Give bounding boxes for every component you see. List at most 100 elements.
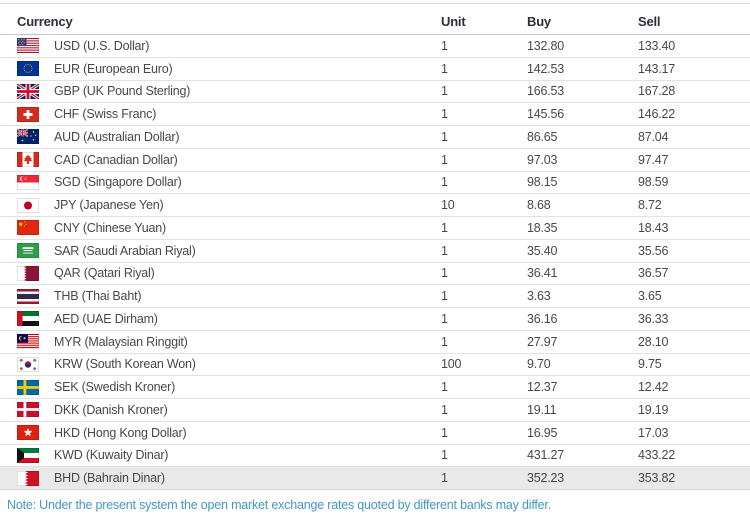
sell-rate-value: 87.04 xyxy=(638,129,669,144)
buy-rate-value: 27.97 xyxy=(527,334,558,349)
unit-value: 1 xyxy=(441,243,448,258)
column-header-buy: Buy xyxy=(527,14,551,29)
sell-rate-value: 353.82 xyxy=(638,471,676,486)
currency-label: THB (Thai Baht) xyxy=(54,289,142,304)
sell-rate-value: 433.22 xyxy=(638,448,676,463)
sell-rate-value: 98.59 xyxy=(638,175,669,190)
unit-value: 1 xyxy=(441,220,448,235)
unit-value: 1 xyxy=(441,448,448,463)
currency-label: SAR (Saudi Arabian Riyal) xyxy=(54,243,196,258)
unit-value: 1 xyxy=(441,425,448,440)
table-row[interactable]: GBP (UK Pound Sterling) 1 166.53 167.28 xyxy=(0,80,750,104)
table-row[interactable]: KRW (South Korean Won) 100 9.70 9.75 xyxy=(0,353,750,377)
sell-rate-value: 36.57 xyxy=(638,266,669,281)
table-row[interactable]: EUR (European Euro) 1 142.53 143.17 xyxy=(0,57,750,81)
column-header-sell: Sell xyxy=(638,14,661,29)
unit-value: 100 xyxy=(441,357,462,372)
table-row[interactable]: AED (UAE Dirham) 1 36.16 36.33 xyxy=(0,308,750,331)
table-row[interactable]: CNY (Chinese Yuan) 1 18.35 18.43 xyxy=(0,217,750,240)
unit-value: 1 xyxy=(441,175,448,190)
unit-value: 1 xyxy=(441,311,448,326)
sell-rate-value: 17.03 xyxy=(638,425,669,440)
rates-table-body: USD (U.S. Dollar) 1 132.80 133.40 EUR (E… xyxy=(0,35,750,490)
my-flag-icon xyxy=(17,334,39,350)
buy-rate-value: 352.23 xyxy=(527,471,565,486)
buy-rate-value: 9.70 xyxy=(527,357,551,372)
table-row[interactable]: BHD (Bahrain Dinar) 1 352.23 353.82 xyxy=(0,467,750,490)
unit-value: 1 xyxy=(441,84,448,99)
buy-rate-value: 431.27 xyxy=(527,448,565,463)
buy-rate-value: 8.68 xyxy=(527,198,551,213)
unit-value: 1 xyxy=(441,471,448,486)
currency-label: AED (UAE Dirham) xyxy=(54,311,158,326)
unit-value: 1 xyxy=(441,129,448,144)
buy-rate-value: 16.95 xyxy=(527,425,558,440)
cn-flag-icon xyxy=(17,220,39,236)
table-row[interactable]: SGD (Singapore Dollar) 1 98.15 98.59 xyxy=(0,171,750,195)
unit-value: 10 xyxy=(441,198,455,213)
table-row[interactable]: DKK (Danish Kroner) 1 19.11 19.19 xyxy=(0,399,750,422)
currency-label: MYR (Malaysian Ringgit) xyxy=(54,334,188,349)
currency-label: KWD (Kuwaity Dinar) xyxy=(54,448,169,463)
currency-label: USD (U.S. Dollar) xyxy=(54,38,150,53)
dk-flag-icon xyxy=(17,402,39,418)
table-row[interactable]: QAR (Qatari Riyal) 1 36.41 36.57 xyxy=(0,262,750,286)
us-flag-icon xyxy=(17,38,39,54)
buy-rate-value: 98.15 xyxy=(527,175,558,190)
ch-flag-icon xyxy=(17,106,39,122)
unit-value: 1 xyxy=(441,38,448,53)
currency-label: SGD (Singapore Dollar) xyxy=(54,175,182,190)
currency-label: GBP (UK Pound Sterling) xyxy=(54,84,191,99)
sell-rate-value: 167.28 xyxy=(638,84,676,99)
currency-label: QAR (Qatari Riyal) xyxy=(54,266,155,281)
unit-value: 1 xyxy=(441,107,448,122)
unit-value: 1 xyxy=(441,61,448,76)
column-header-unit: Unit xyxy=(441,14,466,29)
currency-label: JPY (Japanese Yen) xyxy=(54,198,164,213)
buy-rate-value: 166.53 xyxy=(527,84,565,99)
gb-flag-icon xyxy=(17,83,39,99)
exchange-rates-page: Currency Unit Buy Sell USD (U.S. Dollar)… xyxy=(0,3,750,512)
unit-value: 1 xyxy=(441,380,448,395)
buy-rate-value: 12.37 xyxy=(527,380,558,395)
currency-label: SEK (Swedish Kroner) xyxy=(54,380,176,395)
currency-label: DKK (Danish Kroner) xyxy=(54,402,168,417)
buy-rate-value: 145.56 xyxy=(527,107,565,122)
table-row[interactable]: THB (Thai Baht) 1 3.63 3.65 xyxy=(0,285,750,308)
buy-rate-value: 132.80 xyxy=(527,38,565,53)
buy-rate-value: 86.65 xyxy=(527,129,558,144)
qa-flag-icon xyxy=(17,265,39,281)
table-row[interactable]: CAD (Canadian Dollar) 1 97.03 97.47 xyxy=(0,148,750,172)
table-row[interactable]: JPY (Japanese Yen) 10 8.68 8.72 xyxy=(0,194,750,217)
buy-rate-value: 97.03 xyxy=(527,152,558,167)
sell-rate-value: 18.43 xyxy=(638,220,669,235)
table-row[interactable]: USD (U.S. Dollar) 1 132.80 133.40 xyxy=(0,35,750,58)
column-header-currency: Currency xyxy=(17,14,73,29)
currency-label: KRW (South Korean Won) xyxy=(54,357,196,372)
sell-rate-value: 3.65 xyxy=(638,289,662,304)
buy-rate-value: 36.41 xyxy=(527,266,558,281)
currency-label: EUR (European Euro) xyxy=(54,61,173,76)
eu-flag-icon xyxy=(17,61,39,77)
th-flag-icon xyxy=(17,288,39,304)
table-row[interactable]: SEK (Swedish Kroner) 1 12.37 12.42 xyxy=(0,376,750,399)
table-row[interactable]: MYR (Malaysian Ringgit) 1 27.97 28.10 xyxy=(0,330,750,354)
buy-rate-value: 19.11 xyxy=(527,402,557,417)
sell-rate-value: 143.17 xyxy=(638,61,676,76)
sell-rate-value: 133.40 xyxy=(638,38,676,53)
buy-rate-value: 18.35 xyxy=(527,220,558,235)
sg-flag-icon xyxy=(17,174,39,190)
sell-rate-value: 97.47 xyxy=(638,152,669,167)
unit-value: 1 xyxy=(441,402,448,417)
table-row[interactable]: KWD (Kuwaity Dinar) 1 431.27 433.22 xyxy=(0,444,750,468)
kr-flag-icon xyxy=(17,356,39,372)
table-row[interactable]: HKD (Hong Kong Dollar) 1 16.95 17.03 xyxy=(0,421,750,445)
buy-rate-value: 142.53 xyxy=(527,61,565,76)
table-row[interactable]: SAR (Saudi Arabian Riyal) 1 35.40 35.56 xyxy=(0,239,750,263)
hk-flag-icon xyxy=(17,425,39,441)
unit-value: 1 xyxy=(441,289,448,304)
unit-value: 1 xyxy=(441,152,448,167)
table-row[interactable]: AUD (Australian Dollar) 1 86.65 87.04 xyxy=(0,126,750,149)
unit-value: 1 xyxy=(441,334,448,349)
table-row[interactable]: CHF (Swiss Franc) 1 145.56 146.22 xyxy=(0,103,750,126)
